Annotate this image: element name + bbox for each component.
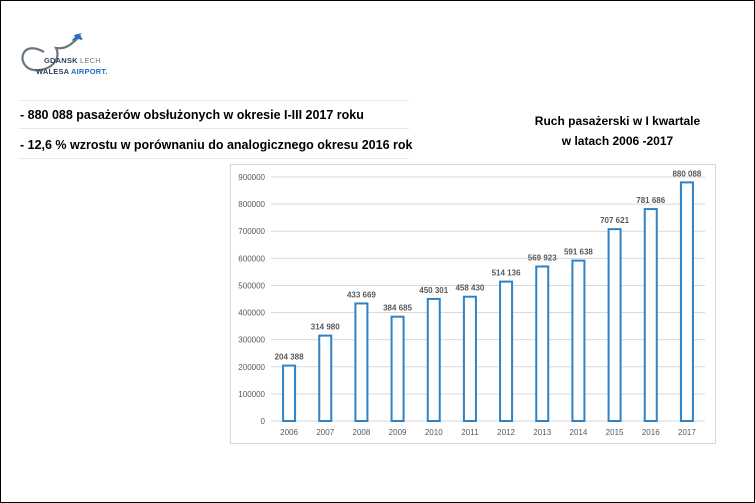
- y-tick-label: 900000: [238, 173, 265, 182]
- bar-chart: 0 100000 200000 300000 400000 500000 600000 700…: [238, 169, 705, 437]
- x-tick-label: 2011: [461, 428, 479, 437]
- bullet-growth: - 12,6 % wzrostu w porównaniu do analogi…: [20, 138, 413, 152]
- x-tick-label: 2014: [570, 428, 588, 437]
- bar: [354, 302, 369, 423]
- bar: [643, 208, 658, 423]
- x-tick-label: 2016: [642, 428, 660, 437]
- data-label: 433 669: [347, 290, 376, 299]
- data-label: 707 621: [600, 216, 629, 225]
- bullet-passengers: - 880 088 pasażerów obsłużonych w okresi…: [20, 108, 364, 122]
- data-label: 880 088: [672, 169, 701, 178]
- x-tick-label: 2008: [353, 428, 371, 437]
- logo-text-line2: WALESA AIRPORT.: [36, 67, 108, 76]
- y-tick-label: 700000: [238, 227, 265, 236]
- y-tick-label: 300000: [238, 336, 265, 345]
- data-label: 569 923: [528, 253, 557, 262]
- data-label: 384 685: [383, 304, 412, 313]
- bar: [499, 280, 514, 422]
- data-label: 458 430: [455, 284, 484, 293]
- divider: [19, 158, 409, 159]
- data-label: 314 980: [311, 323, 340, 332]
- x-tick-label: 2007: [316, 428, 334, 437]
- y-tick-label: 400000: [238, 309, 265, 318]
- chart-area: 0 100000 200000 300000 400000 500000 600000 700…: [230, 164, 716, 444]
- x-tick-label: 2015: [606, 428, 624, 437]
- divider: [19, 100, 409, 101]
- x-tick-label: 2009: [389, 428, 407, 437]
- chart-title-line2: w latach 2006 -2017: [561, 134, 674, 148]
- bar: [535, 265, 550, 422]
- bar: [679, 181, 694, 423]
- logo-text-line1: GDANSK LECH: [44, 56, 101, 65]
- bar: [390, 315, 405, 423]
- bar: [426, 297, 441, 422]
- y-tick-label: 600000: [238, 254, 265, 263]
- chart-title-line1: Ruch pasażerski w I kwartale: [534, 114, 701, 128]
- data-label: 450 301: [419, 286, 448, 295]
- y-tick-label: 800000: [238, 200, 265, 209]
- x-tick-label: 2006: [280, 428, 298, 437]
- bar: [318, 334, 333, 422]
- y-tick-label: 0: [261, 417, 266, 426]
- x-tick-label: 2010: [425, 428, 443, 437]
- y-tick-label: 100000: [238, 390, 265, 399]
- x-tick-label: 2017: [678, 428, 696, 437]
- bar: [571, 259, 586, 423]
- airport-logo-icon: [21, 33, 83, 72]
- bar: [282, 364, 297, 422]
- bar: [462, 295, 477, 423]
- data-label: 204 388: [275, 353, 304, 362]
- data-label: 591 638: [564, 248, 593, 257]
- x-tick-label: 2012: [497, 428, 515, 437]
- y-tick-label: 200000: [238, 363, 265, 372]
- bar: [607, 228, 622, 422]
- x-tick-label: 2013: [533, 428, 551, 437]
- data-label: 514 136: [492, 269, 521, 278]
- y-tick-label: 500000: [238, 281, 265, 290]
- data-label: 781 686: [636, 196, 665, 205]
- divider: [19, 128, 409, 129]
